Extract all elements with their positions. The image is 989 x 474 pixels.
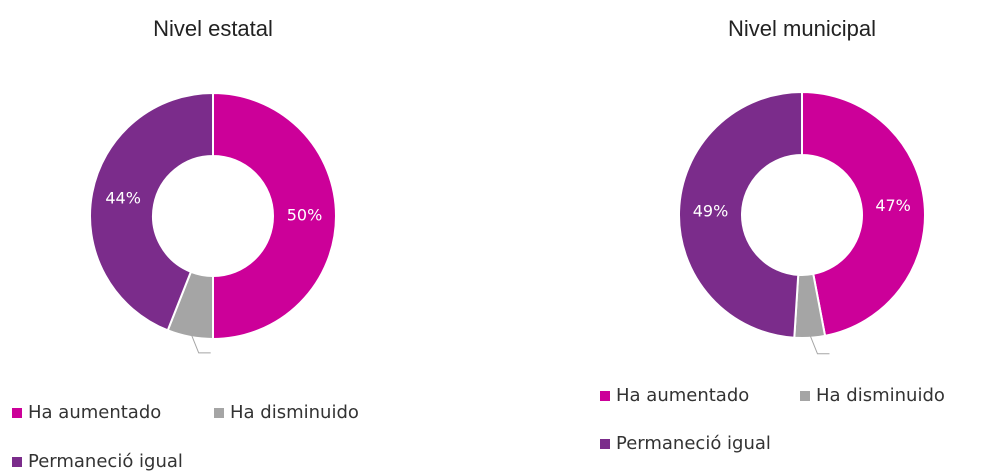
legend-label: Permaneció igual: [616, 433, 771, 454]
donut-slice: [212, 91, 337, 341]
donut-slice: [88, 91, 214, 332]
legend-swatch: [600, 439, 610, 449]
legend-swatch: [12, 457, 22, 467]
data-label: 47%: [875, 196, 911, 215]
legend-label: Permaneció igual: [28, 451, 183, 472]
legend-swatch: [214, 408, 224, 418]
data-label: 44%: [105, 188, 141, 207]
data-label: 50%: [287, 206, 323, 225]
donut-slice: [801, 90, 926, 337]
legend-swatch: [800, 391, 810, 401]
data-label: 49%: [693, 202, 729, 221]
donut-slice: [678, 90, 803, 339]
chart-title: Nivel municipal: [728, 16, 876, 41]
leader-line: [190, 332, 211, 354]
legend-label: Ha disminuido: [816, 385, 945, 406]
legend-swatch: [600, 391, 610, 401]
leader-line: [809, 333, 830, 355]
legend-label: Ha aumentado: [616, 385, 749, 406]
legend-label: Ha aumentado: [28, 402, 161, 423]
chart-title: Nivel estatal: [153, 16, 273, 41]
legend-label: Ha disminuido: [230, 402, 359, 423]
legend-swatch: [12, 408, 22, 418]
